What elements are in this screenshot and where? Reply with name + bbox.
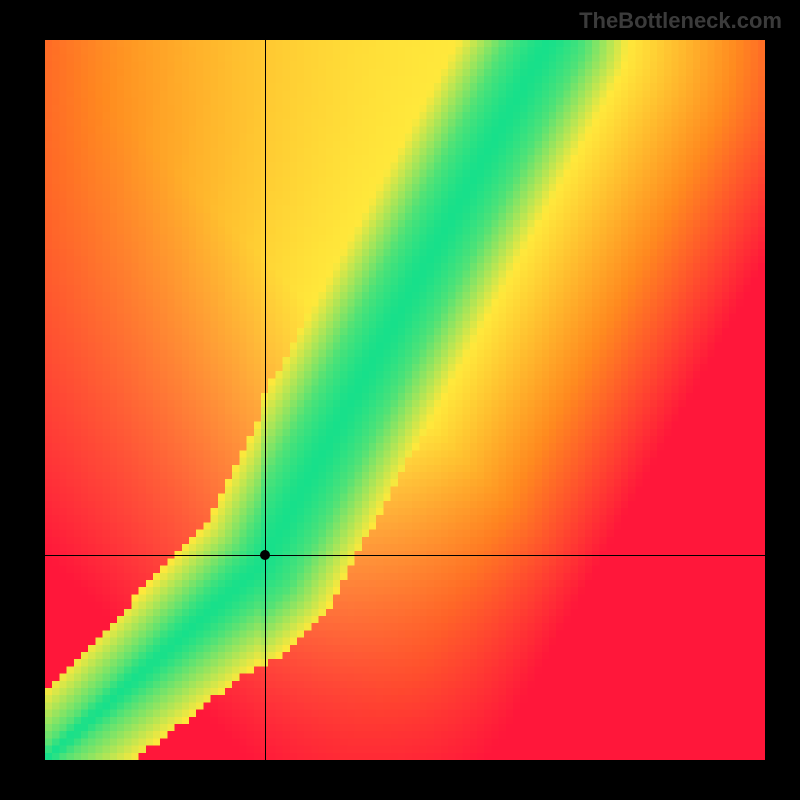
crosshair-horizontal <box>45 555 765 556</box>
heatmap-canvas <box>45 40 765 760</box>
crosshair-marker <box>260 550 270 560</box>
watermark-text: TheBottleneck.com <box>579 8 782 34</box>
crosshair-vertical <box>265 40 266 760</box>
bottleneck-heatmap <box>45 40 765 760</box>
page-root: TheBottleneck.com <box>0 0 800 800</box>
